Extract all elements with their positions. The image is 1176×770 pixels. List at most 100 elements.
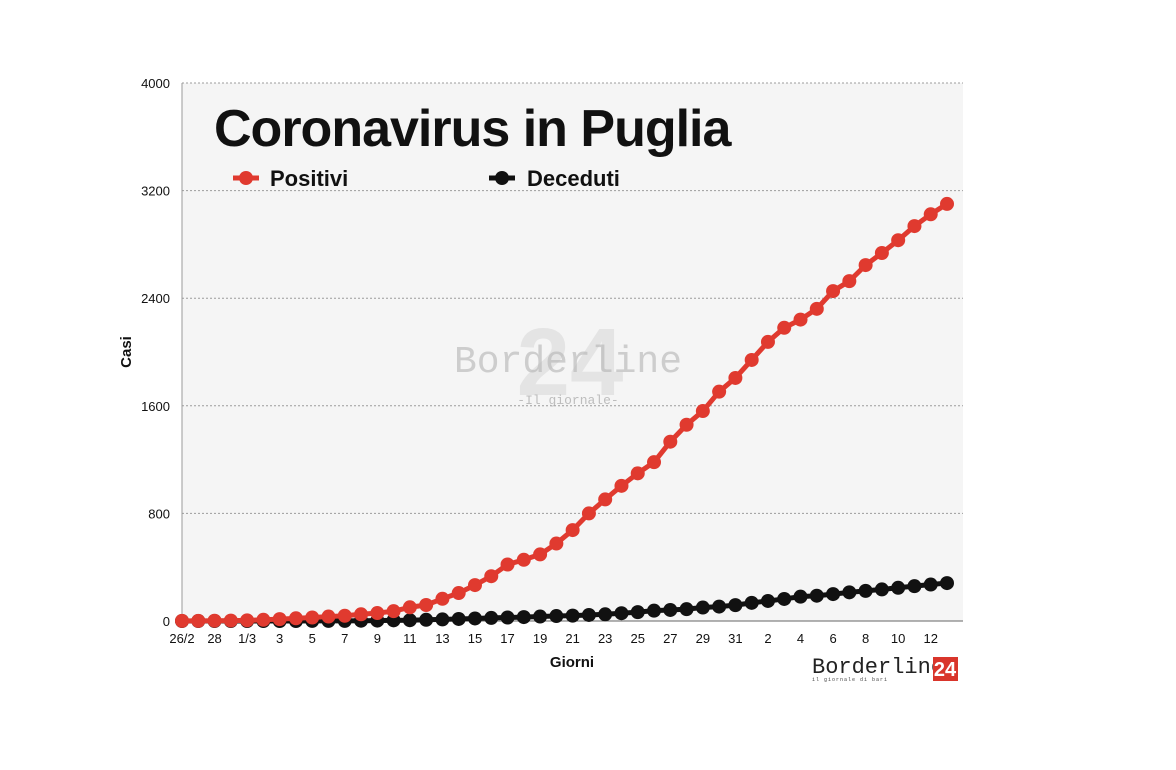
x-tick-label: 5 [309, 631, 316, 646]
point-deceduti [663, 602, 678, 617]
point-positivi [370, 606, 385, 621]
point-deceduti [614, 606, 629, 621]
borderline24-logo: Borderline 24 il giornale di bari [812, 655, 958, 683]
point-positivi [679, 417, 694, 432]
x-tick-label: 12 [923, 631, 937, 646]
point-positivi [467, 578, 482, 593]
point-positivi [565, 523, 580, 538]
point-positivi [891, 233, 906, 248]
point-positivi [256, 612, 271, 627]
watermark-tagline: -Il giornale- [517, 393, 618, 408]
y-axis-title: Casi [118, 336, 135, 368]
y-tick-labels: 0 800 1600 2400 3200 4000 [141, 76, 170, 629]
legend-marker-positivi [239, 171, 253, 185]
y-tick-label: 0 [163, 614, 170, 629]
chart-title: Coronavirus in Puglia [214, 100, 732, 158]
logo-brand: Borderline [812, 655, 944, 680]
x-tick-label: 13 [435, 631, 449, 646]
point-deceduti [581, 607, 596, 622]
point-deceduti [402, 613, 417, 628]
point-positivi [809, 301, 824, 316]
point-positivi [223, 613, 238, 628]
point-positivi [663, 434, 678, 449]
point-positivi [760, 334, 775, 349]
point-positivi [337, 608, 352, 623]
x-tick-label: 10 [891, 631, 905, 646]
point-deceduti [744, 595, 759, 610]
point-deceduti [891, 580, 906, 595]
point-deceduti [435, 612, 450, 627]
x-tick-label: 23 [598, 631, 612, 646]
y-tick-label: 3200 [141, 184, 170, 199]
point-deceduti [760, 593, 775, 608]
x-tick-label: 4 [797, 631, 804, 646]
point-positivi [207, 613, 222, 628]
x-tick-label: 26/2 [169, 631, 194, 646]
x-tick-label: 2 [764, 631, 771, 646]
watermark-number: 24 [517, 309, 624, 416]
watermark-brand: Borderline [454, 341, 682, 384]
x-tick-label: 28 [207, 631, 221, 646]
logo-tagline: il giornale di bari [812, 677, 888, 683]
point-deceduti [419, 612, 434, 627]
y-tick-label: 4000 [141, 76, 170, 91]
point-positivi [630, 466, 645, 481]
point-positivi [923, 207, 938, 222]
x-tick-label: 29 [696, 631, 710, 646]
point-deceduti [940, 576, 954, 591]
x-tick-label: 21 [565, 631, 579, 646]
point-deceduti [679, 602, 694, 617]
point-positivi [826, 284, 841, 299]
point-deceduti [809, 588, 824, 603]
x-tick-label: 17 [500, 631, 514, 646]
point-positivi [354, 607, 369, 622]
point-positivi [484, 569, 499, 584]
x-tick-label: 1/3 [238, 631, 256, 646]
legend-label-deceduti: Deceduti [527, 166, 620, 191]
point-positivi [435, 591, 450, 606]
watermark: 24 Borderline -Il giornale- [454, 309, 682, 416]
point-positivi [777, 320, 792, 335]
point-positivi [712, 384, 727, 399]
legend-marker-deceduti [495, 171, 509, 185]
x-tick-label: 7 [341, 631, 348, 646]
logo-number-box [933, 657, 958, 681]
point-positivi [842, 274, 857, 289]
x-tick-label: 27 [663, 631, 677, 646]
point-deceduti [923, 577, 938, 592]
point-deceduti [728, 598, 743, 613]
x-tick-label: 15 [468, 631, 482, 646]
point-positivi [940, 196, 954, 211]
point-deceduti [793, 589, 808, 604]
point-deceduti [858, 583, 873, 598]
x-tick-label: 25 [631, 631, 645, 646]
point-positivi [533, 547, 548, 562]
point-deceduti [598, 607, 613, 622]
point-positivi [175, 613, 189, 628]
point-positivi [858, 258, 873, 273]
y-tick-label: 2400 [141, 291, 170, 306]
point-deceduti [533, 609, 548, 624]
point-positivi [500, 557, 515, 572]
point-deceduti [630, 605, 645, 620]
point-deceduti [565, 608, 580, 623]
point-positivi [305, 610, 320, 625]
point-deceduti [484, 610, 499, 625]
point-deceduti [842, 585, 857, 600]
x-tick-label: 3 [276, 631, 283, 646]
point-positivi [419, 597, 434, 612]
point-positivi [614, 478, 629, 493]
point-deceduti [777, 591, 792, 606]
x-tick-label: 31 [728, 631, 742, 646]
x-tick-label: 6 [829, 631, 836, 646]
series [175, 196, 954, 628]
point-deceduti [451, 611, 466, 626]
y-tick-label: 800 [148, 506, 170, 521]
point-positivi [907, 219, 922, 234]
x-axis-title: Giorni [550, 654, 594, 671]
series-positivi [175, 196, 954, 628]
point-positivi [451, 586, 466, 601]
point-deceduti [695, 600, 710, 615]
point-positivi [386, 604, 401, 619]
